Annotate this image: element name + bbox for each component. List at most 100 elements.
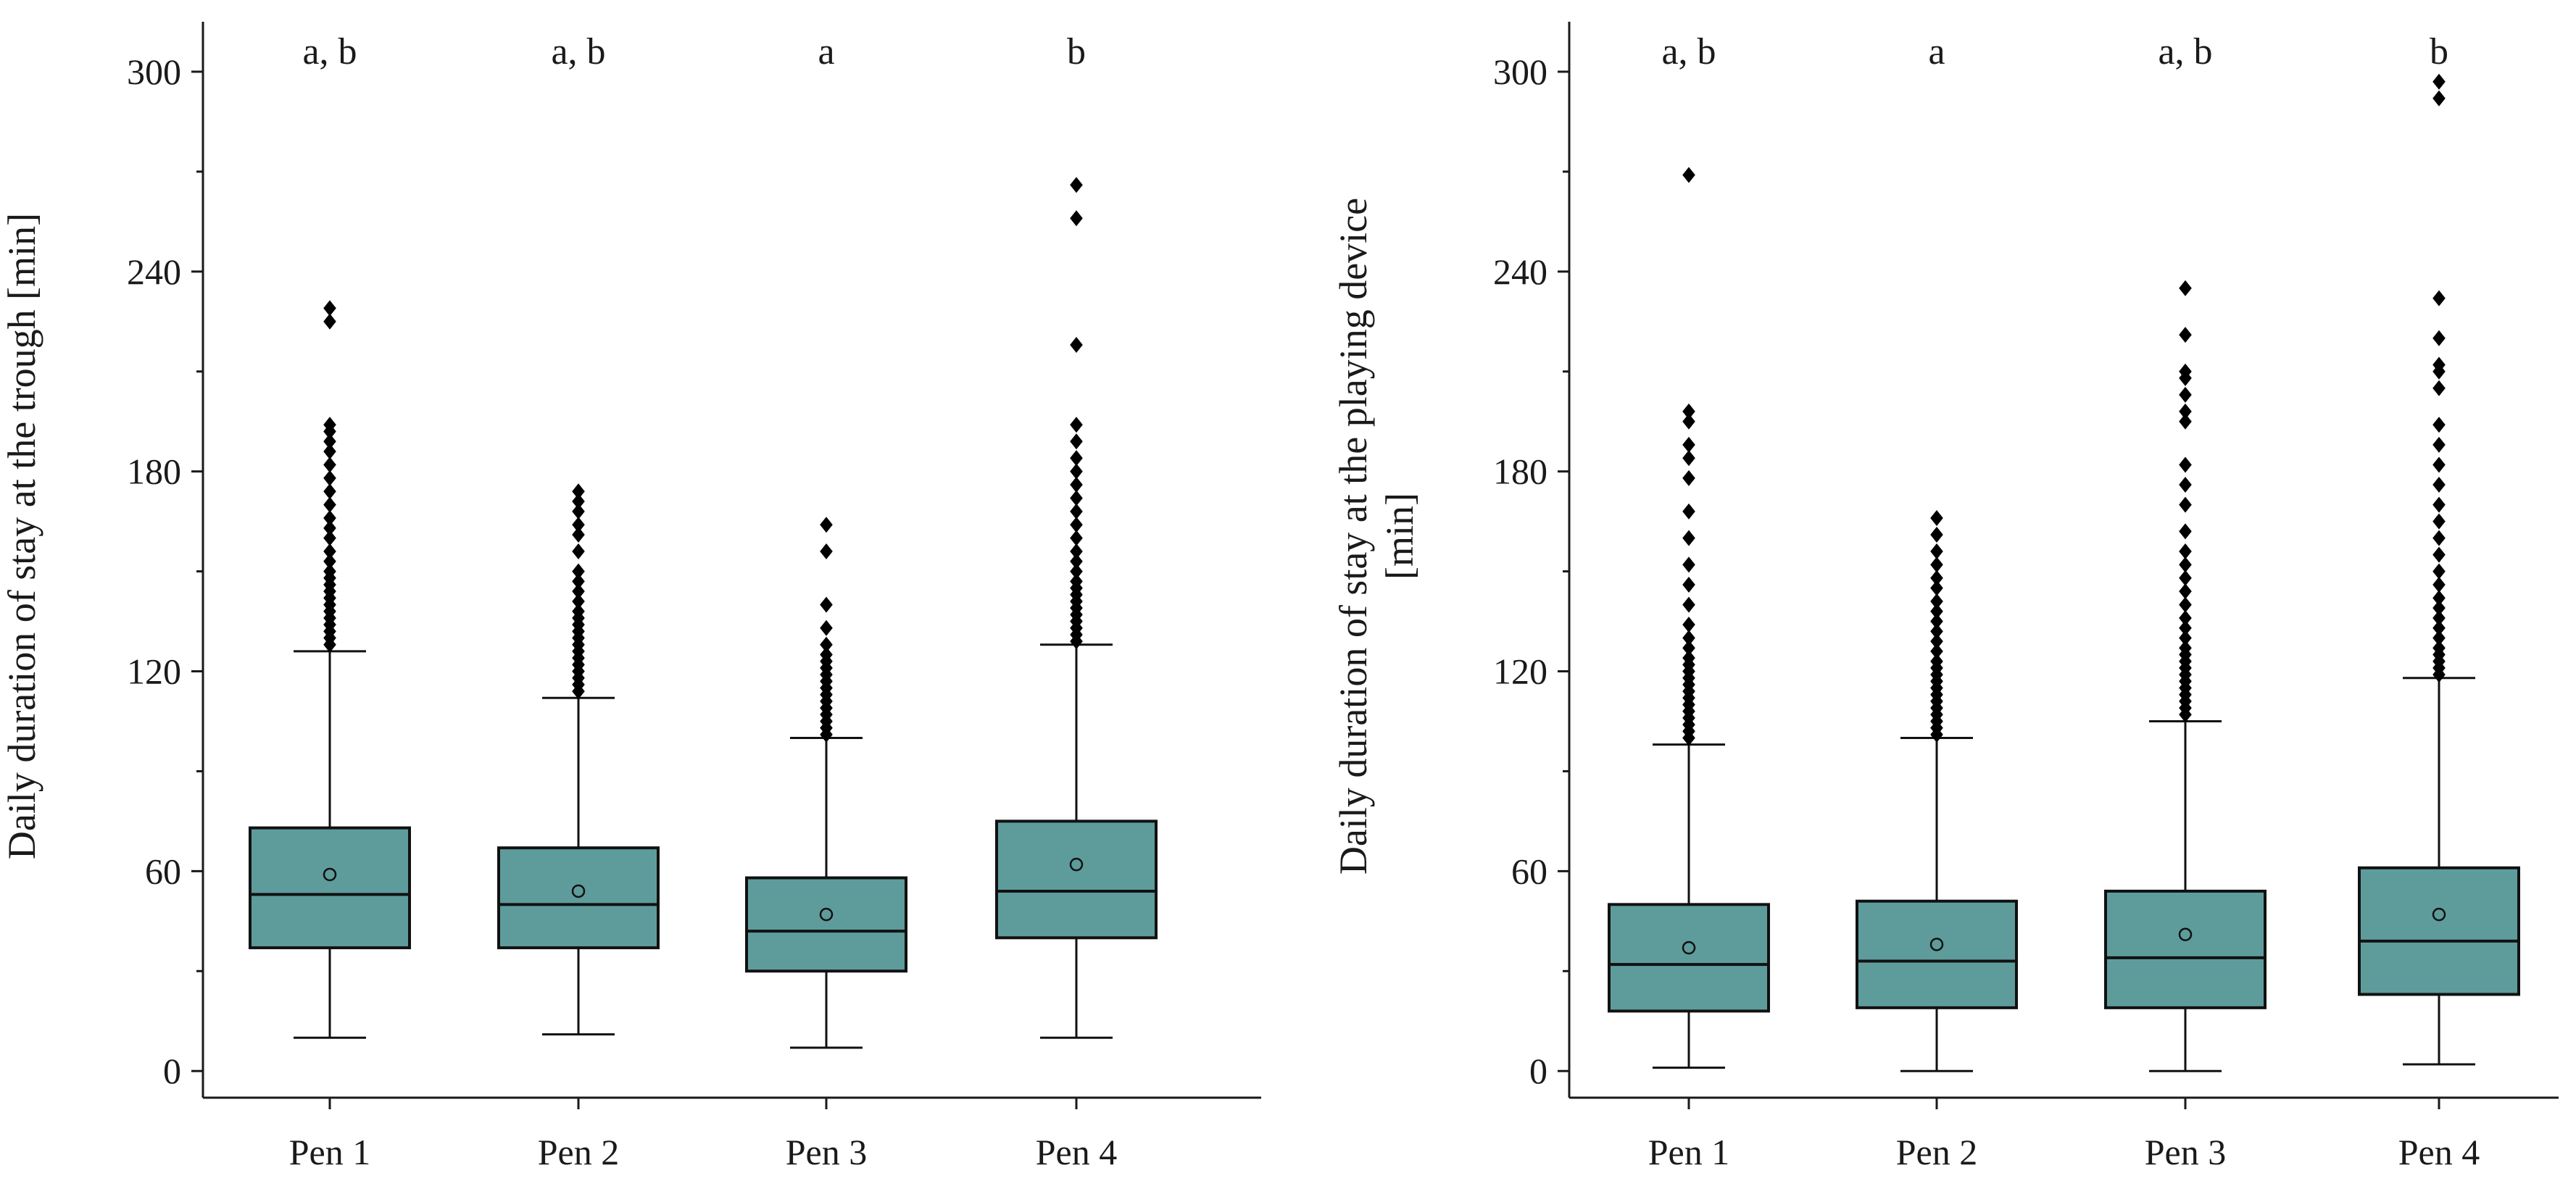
outlier-point — [323, 483, 336, 500]
mean-marker — [1069, 857, 1084, 872]
outlier-point — [1070, 563, 1083, 580]
box-group-4: Pen 4 b — [2358, 31, 2520, 1172]
box-iqr — [2104, 889, 2267, 1009]
outlier-point — [1930, 623, 1943, 640]
outlier-point — [1070, 210, 1083, 227]
chart-playing-device: 0 60 120 180 240 300 Daily duration of stay at… — [1331, 22, 2559, 1172]
x-tick-label: Pen 3 — [2145, 1132, 2227, 1172]
outlier-point — [2432, 73, 2446, 90]
y-tick-label: 60 — [1511, 851, 1547, 891]
outlier-point — [1930, 556, 1943, 573]
outlier-point — [2179, 363, 2192, 380]
outlier-point — [1682, 403, 1695, 420]
outlier-point — [1070, 517, 1083, 533]
x-tick-label: Pen 2 — [538, 1132, 620, 1172]
outlier-point — [572, 483, 585, 500]
y-tick-label: 60 — [145, 851, 181, 891]
outlier-point — [1682, 640, 1695, 656]
outlier-point — [1070, 503, 1083, 519]
box-group-3: Pen 3 a — [745, 31, 907, 1172]
outlier-point — [323, 543, 336, 560]
outlier-point — [323, 470, 336, 486]
outlier-point — [2179, 619, 2192, 636]
significance-label: a, b — [1661, 31, 1716, 72]
outlier-point — [1930, 613, 1943, 630]
outlier-point — [1930, 653, 1943, 669]
outlier-point — [572, 517, 585, 533]
box-group-4: Pen 4 b — [995, 31, 1158, 1172]
y-tick-label: 300 — [127, 51, 181, 92]
outlier-point — [323, 417, 336, 433]
y-tick-label: 120 — [127, 651, 181, 692]
y-tick-label: 120 — [1493, 651, 1547, 692]
outlier-point — [1070, 530, 1083, 546]
outlier-point — [2432, 609, 2446, 626]
outlier-point — [1070, 543, 1083, 560]
y-tick-label: 300 — [1493, 51, 1547, 92]
outlier-point — [2432, 619, 2446, 636]
outlier-point — [323, 456, 336, 473]
outlier-point — [2179, 609, 2192, 626]
outlier-point — [1682, 530, 1695, 546]
outlier-point — [572, 603, 585, 619]
outlier-point — [2432, 456, 2446, 473]
outlier-point — [2432, 290, 2446, 306]
outlier-point — [1070, 177, 1083, 193]
mean-marker — [819, 907, 834, 922]
outlier-point — [323, 313, 336, 330]
y-axis-title-line: Daily duration of stay at the playing de… — [1331, 198, 1375, 875]
outlier-point — [2432, 477, 2446, 493]
outlier-point — [2179, 477, 2192, 493]
y-axis-title-line: [min] — [1378, 493, 1421, 580]
outlier-point — [1930, 543, 1943, 560]
outlier-point — [572, 563, 585, 580]
outlier-point — [2179, 280, 2192, 296]
outlier-point — [2432, 380, 2446, 396]
outlier-point — [2432, 590, 2446, 606]
outlier-point — [2179, 523, 2192, 540]
outlier-point — [323, 530, 336, 546]
outlier-point — [1682, 650, 1695, 667]
mean-marker — [571, 884, 586, 898]
outlier-point — [820, 517, 833, 533]
outlier-point — [2432, 546, 2446, 563]
outlier-point — [2179, 413, 2192, 430]
outlier-point — [1070, 417, 1083, 433]
y-tick-label: 180 — [127, 451, 181, 492]
mean-marker — [2432, 907, 2446, 922]
outlier-point — [2432, 563, 2446, 580]
outlier-point — [1682, 470, 1695, 486]
outlier-point — [1930, 569, 1943, 586]
outlier-point — [1682, 167, 1695, 183]
outlier-point — [572, 573, 585, 590]
chart-trough: 0 60 120 180 240 300 Daily duration of stay at… — [0, 22, 1261, 1172]
box-group-2: Pen 2 a, b — [497, 31, 660, 1172]
y-tick-label: 240 — [1493, 251, 1547, 292]
outlier-point — [1070, 463, 1083, 480]
outlier-point — [2179, 556, 2192, 573]
significance-label: a — [1928, 31, 1945, 72]
x-tick-label: Pen 1 — [1648, 1132, 1730, 1172]
outlier-point — [2432, 513, 2446, 530]
box-iqr — [745, 876, 907, 973]
y-axis-title: Daily duration of stay at the trough [mi… — [0, 213, 43, 859]
significance-label: a, b — [551, 31, 605, 72]
outlier-point — [2432, 496, 2446, 513]
box-iqr — [1608, 903, 1770, 1013]
outlier-point — [2179, 630, 2192, 646]
significance-label: b — [1067, 31, 1086, 72]
significance-label: a, b — [2158, 31, 2212, 72]
outlier-point — [2432, 600, 2446, 617]
significance-label: a, b — [302, 31, 357, 72]
y-axis-title: Daily duration of stay at the playing de… — [1331, 198, 1421, 875]
outlier-point — [1930, 527, 1943, 543]
outlier-point — [323, 443, 336, 460]
outlier-point — [323, 510, 336, 527]
outlier-point — [1682, 556, 1695, 573]
outlier-point — [1070, 336, 1083, 353]
box-group-2: Pen 2 a — [1856, 31, 2018, 1172]
box-iqr — [995, 819, 1158, 940]
outlier-point — [2432, 530, 2446, 546]
outlier-point — [1930, 603, 1943, 619]
